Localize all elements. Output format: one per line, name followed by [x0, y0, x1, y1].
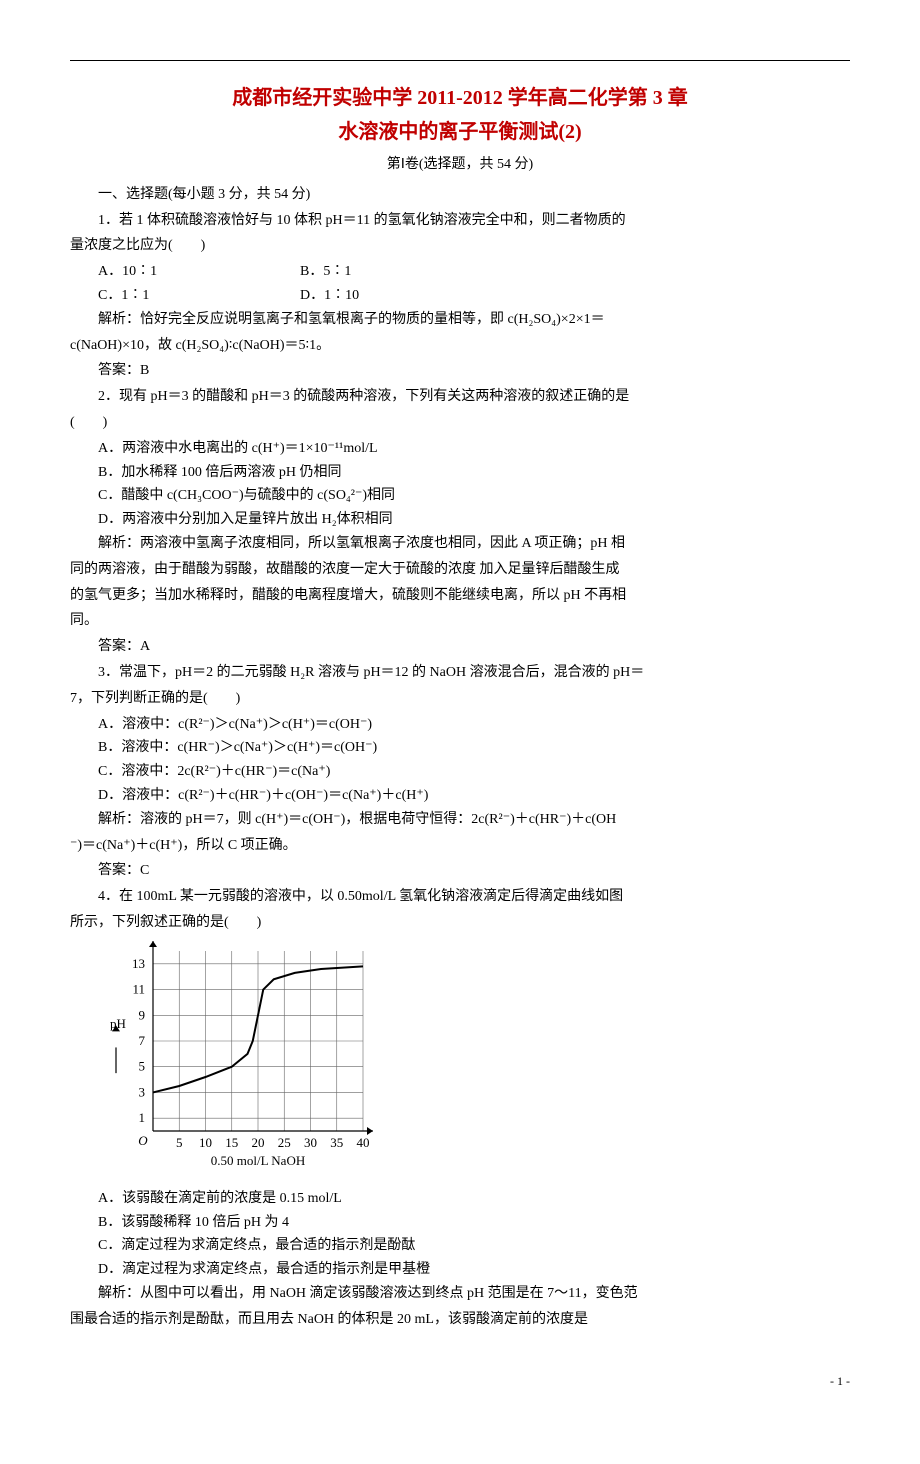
- q2-expl-4: 同。: [70, 609, 850, 633]
- q4-opt-c: C．滴定过程为求滴定终点，最合适的指示剂是酚酞: [70, 1234, 850, 1258]
- q1-opt-d: D．1∶10: [300, 284, 850, 308]
- q1-stem-2: 量浓度之比应为( ): [70, 234, 850, 258]
- section-1-label: 第Ⅰ卷(选择题，共 54 分): [70, 153, 850, 177]
- svg-text:1: 1: [139, 1110, 146, 1125]
- svg-text:25: 25: [278, 1135, 291, 1150]
- svg-text:30: 30: [304, 1135, 317, 1150]
- q1-ans: 答案：B: [70, 359, 850, 383]
- page-number: - 1 -: [70, 1371, 850, 1391]
- svg-text:O: O: [138, 1133, 148, 1148]
- q4-opt-d: D．滴定过程为求滴定终点，最合适的指示剂是甲基橙: [70, 1258, 850, 1282]
- q4-opt-b: B．该弱酸稀释 10 倍后 pH 为 4: [70, 1211, 850, 1235]
- q3-ans: 答案：C: [70, 859, 850, 883]
- svg-text:11: 11: [132, 981, 145, 996]
- q3-opt-a: A．溶液中：c(R²⁻)＞c(Na⁺)＞c(H⁺)＝c(OH⁻): [70, 713, 850, 737]
- q2-opt-a: A．两溶液中水电离出的 c(H⁺)＝1×10⁻¹¹mol/L: [70, 437, 850, 461]
- q3-opt-c: C．溶液中：2c(R²⁻)＋c(HR⁻)＝c(Na⁺): [70, 760, 850, 784]
- q2-stem-2: ( ): [70, 411, 850, 435]
- doc-title-2: 水溶液中的离子平衡测试(2): [70, 115, 850, 149]
- svg-text:40: 40: [357, 1135, 370, 1150]
- q4-opt-a: A．该弱酸在滴定前的浓度是 0.15 mol/L: [70, 1187, 850, 1211]
- q2-opt-d: D．两溶液中分别加入足量锌片放出 H₂体积相同: [70, 508, 850, 532]
- q4-stem-1: 4．在 100mL 某一元弱酸的溶液中，以 0.50mol/L 氢氧化钠溶液滴定…: [70, 885, 850, 909]
- titration-chart-svg: 135791113510152025303540OpH0.50 mol/L Na…: [98, 941, 398, 1181]
- q3-opt-d: D．溶液中：c(R²⁻)＋c(HR⁻)＋c(OH⁻)＝c(Na⁺)＋c(H⁺): [70, 784, 850, 808]
- doc-title-1: 成都市经开实验中学 2011-2012 学年高二化学第 3 章: [70, 81, 850, 115]
- svg-text:10: 10: [199, 1135, 212, 1150]
- q3-opt-b: B．溶液中：c(HR⁻)＞c(Na⁺)＞c(H⁺)＝c(OH⁻): [70, 736, 850, 760]
- q4-expl-2: 围最合适的指示剂是酚酞，而且用去 NaOH 的体积是 20 mL，该弱酸滴定前的…: [70, 1308, 850, 1332]
- svg-text:15: 15: [225, 1135, 238, 1150]
- svg-text:13: 13: [132, 956, 145, 971]
- q1-opt-b: B．5∶1: [300, 260, 850, 284]
- q1-expl-2: c(NaOH)×10，故 c(H₂SO₄)∶c(NaOH)＝5∶1。: [70, 334, 850, 358]
- q1-expl-1: 解析：恰好完全反应说明氢离子和氢氧根离子的物质的量相等，即 c(H₂SO₄)×2…: [70, 308, 850, 332]
- q1-opt-a: A．10∶1: [70, 260, 300, 284]
- svg-text:35: 35: [330, 1135, 343, 1150]
- q2-opt-b: B．加水稀释 100 倍后两溶液 pH 仍相同: [70, 461, 850, 485]
- q4-expl-1: 解析：从图中可以看出，用 NaOH 滴定该弱酸溶液达到终点 pH 范围是在 7～…: [70, 1282, 850, 1306]
- top-rule: [70, 60, 850, 61]
- q2-stem-1: 2．现有 pH＝3 的醋酸和 pH＝3 的硫酸两种溶液，下列有关这两种溶液的叙述…: [70, 385, 850, 409]
- svg-text:3: 3: [139, 1084, 146, 1099]
- q2-expl-3: 的氢气更多；当加水稀释时，醋酸的电离程度增大，硫酸则不能继续电离，所以 pH 不…: [70, 584, 850, 608]
- svg-text:9: 9: [139, 1007, 146, 1022]
- mcq-header: 一、选择题(每小题 3 分，共 54 分): [70, 183, 850, 207]
- svg-text:7: 7: [139, 1033, 146, 1048]
- q2-opt-c: C．醋酸中 c(CH₃COO⁻)与硫酸中的 c(SO₄²⁻)相同: [70, 484, 850, 508]
- svg-text:0.50 mol/L NaOH: 0.50 mol/L NaOH: [211, 1153, 305, 1168]
- q2-expl-1: 解析：两溶液中氢离子浓度相同，所以氢氧根离子浓度也相同，因此 A 项正确；pH …: [70, 532, 850, 556]
- svg-text:20: 20: [252, 1135, 265, 1150]
- q3-stem-1: 3．常温下，pH＝2 的二元弱酸 H₂R 溶液与 pH＝12 的 NaOH 溶液…: [70, 661, 850, 685]
- q1-stem-1: 1．若 1 体积硫酸溶液恰好与 10 体积 pH＝11 的氢氧化钠溶液完全中和，…: [70, 209, 850, 233]
- svg-text:5: 5: [176, 1135, 183, 1150]
- q1-opt-c: C．1∶1: [70, 284, 300, 308]
- q1-row-ab: A．10∶1 B．5∶1: [70, 260, 850, 284]
- svg-text:5: 5: [139, 1058, 146, 1073]
- q3-expl-2: ⁻)＝c(Na⁺)＋c(H⁺)，所以 C 项正确。: [70, 834, 850, 858]
- q3-expl-1: 解析：溶液的 pH＝7，则 c(H⁺)＝c(OH⁻)，根据电荷守恒得：2c(R²…: [70, 808, 850, 832]
- q1-row-cd: C．1∶1 D．1∶10: [70, 284, 850, 308]
- q2-ans: 答案：A: [70, 635, 850, 659]
- q3-stem-2: 7，下列判断正确的是( ): [70, 687, 850, 711]
- q4-stem-2: 所示，下列叙述正确的是( ): [70, 911, 850, 935]
- q2-expl-2: 同的两溶液，由于醋酸为弱酸，故醋酸的浓度一定大于硫酸的浓度 加入足量锌后醋酸生成: [70, 558, 850, 582]
- titration-chart: 135791113510152025303540OpH0.50 mol/L Na…: [98, 941, 850, 1181]
